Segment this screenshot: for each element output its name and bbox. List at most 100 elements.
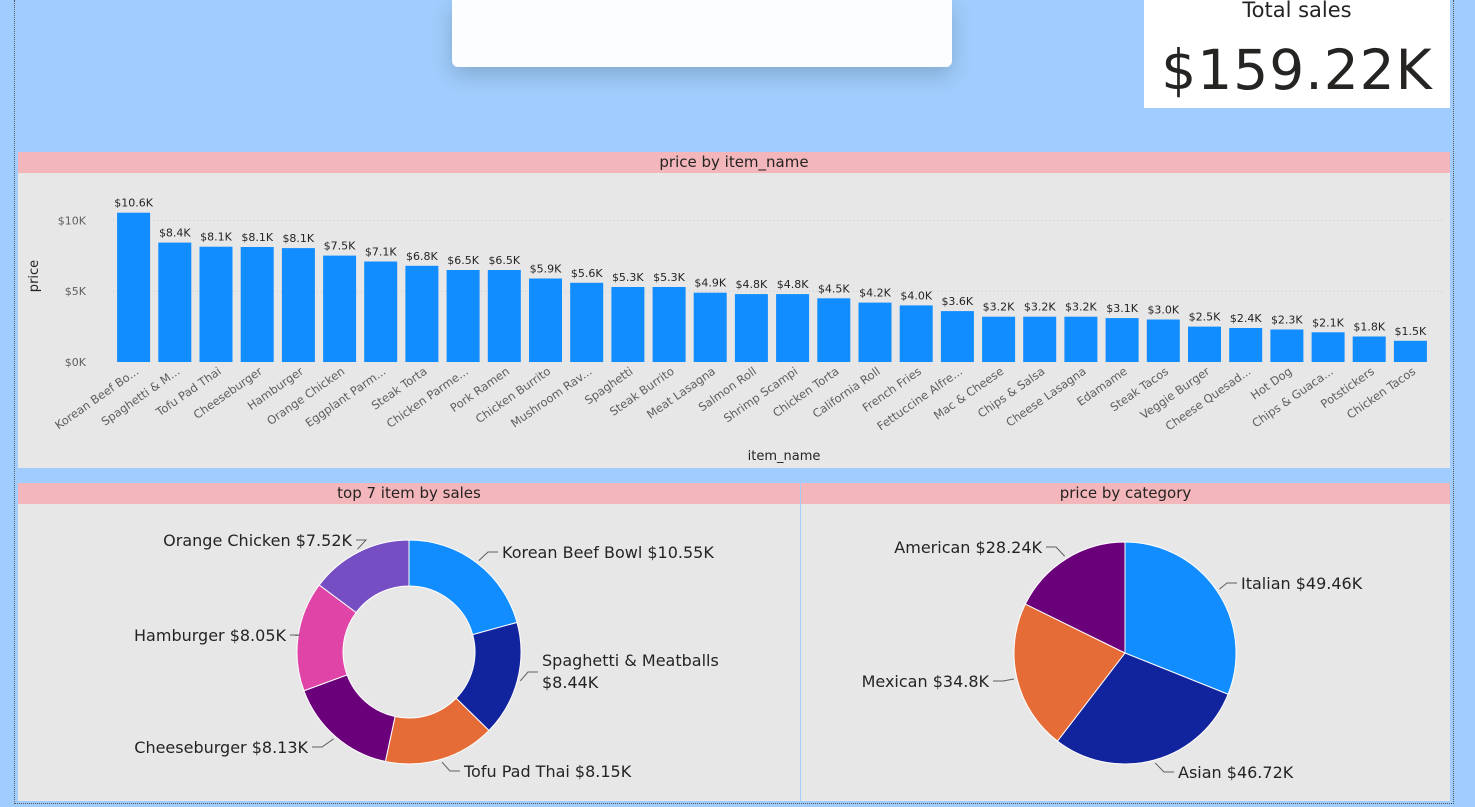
bar[interactable] <box>940 311 974 362</box>
bar-data-label: $2.4K <box>1230 312 1262 325</box>
bar[interactable] <box>1146 319 1180 363</box>
blank-card-visual[interactable] <box>452 0 952 67</box>
bar[interactable] <box>1229 328 1263 362</box>
pie-slice[interactable] <box>408 539 518 636</box>
bar[interactable] <box>858 302 892 362</box>
leader-line <box>478 551 498 561</box>
bar[interactable] <box>529 278 562 363</box>
bar[interactable] <box>1270 329 1304 363</box>
x-tick-label: Mac & Cheese <box>931 364 1006 423</box>
bar-chart-panel[interactable]: price by item_name $0K $5K $10K price $10.6K… <box>18 152 1450 468</box>
bar-data-label: $4.0K <box>900 289 932 302</box>
pie-chart-panel[interactable]: price by category Italian $49.46K Asian $… <box>801 483 1450 801</box>
slice-label: Tofu Pad Thai $8.15K <box>463 762 632 781</box>
bar-data-label: $3.2K <box>1024 301 1056 314</box>
leader-line <box>519 671 538 682</box>
total-sales-card[interactable]: Total sales $159.22K <box>1144 0 1450 108</box>
pie-slice[interactable] <box>1056 652 1229 765</box>
pie-slice[interactable] <box>1024 541 1126 654</box>
bar-data-label: $4.8K <box>736 278 768 291</box>
slice-label: Hamburger $8.05K <box>134 626 286 645</box>
bar[interactable] <box>117 212 151 362</box>
bar[interactable] <box>1023 316 1057 362</box>
x-axis-label: item_name <box>748 449 821 464</box>
slice-label: Korean Beef Bowl $10.55K <box>502 543 714 562</box>
bar-data-label: $1.8K <box>1353 321 1385 334</box>
bar[interactable] <box>1188 326 1221 362</box>
bar[interactable] <box>817 298 851 362</box>
bar[interactable] <box>240 247 274 362</box>
slice-label: Mexican $34.8K <box>862 672 990 691</box>
bar-data-label: $3.6K <box>941 295 973 308</box>
bar[interactable] <box>446 270 480 362</box>
bar[interactable] <box>1064 316 1098 362</box>
bar[interactable] <box>158 242 192 362</box>
bar[interactable] <box>982 316 1016 362</box>
bar-data-label: $2.5K <box>1189 311 1221 324</box>
y-tick-label: $0K <box>65 356 87 369</box>
y-axis-label: price <box>27 260 42 292</box>
bar[interactable] <box>199 246 233 362</box>
slice-label: Italian $49.46K <box>1241 574 1363 593</box>
bar[interactable] <box>405 265 439 362</box>
bar-data-label: $3.0K <box>1147 304 1179 317</box>
pie-slice[interactable] <box>318 539 410 614</box>
donut-chart: Korean Beef Bowl $10.55K Spaghetti & Meat… <box>134 531 719 781</box>
bar[interactable] <box>611 287 645 362</box>
bar-data-label: $4.9K <box>694 277 726 290</box>
bar[interactable] <box>693 292 727 362</box>
bar-data-label: $5.3K <box>612 271 644 284</box>
donut-chart-panel[interactable]: top 7 item by sales Korean Beef Bowl $10… <box>18 483 800 801</box>
leader-line <box>993 678 1015 682</box>
leader-line <box>312 738 334 748</box>
bar-data-label: $6.5K <box>447 254 479 267</box>
bar-data-label: $4.2K <box>859 287 891 300</box>
bar-data-label: $3.2K <box>983 301 1015 314</box>
bar-data-label: $8.4K <box>159 227 191 240</box>
bar[interactable] <box>323 255 357 362</box>
pie-chart: Italian $49.46K Asian $46.72K Mexican $34.… <box>862 538 1363 782</box>
bar-chart-title: price by item_name <box>18 152 1450 173</box>
pie-slice[interactable] <box>303 674 396 763</box>
bar[interactable] <box>487 270 521 362</box>
bar-data-label: $6.8K <box>406 250 438 263</box>
report-canvas <box>14 0 1454 804</box>
bar-data-label: $3.2K <box>1065 301 1097 314</box>
bar-data-label: $2.3K <box>1271 314 1303 327</box>
pie-slice[interactable] <box>1013 603 1126 742</box>
bar-data-label: $2.1K <box>1312 316 1344 329</box>
bar[interactable] <box>1393 340 1427 362</box>
bar[interactable] <box>1311 332 1345 362</box>
bar-data-label: $7.5K <box>324 240 356 253</box>
pie-slice[interactable] <box>1124 541 1237 695</box>
leader-line <box>1219 582 1237 590</box>
bar-data-label: $5.9K <box>530 263 562 276</box>
bar[interactable] <box>899 305 933 362</box>
bar-data-label: $7.1K <box>365 246 397 259</box>
bar[interactable] <box>734 294 768 362</box>
pie-chart-title: price by category <box>801 483 1450 504</box>
bar-data-label: $1.5K <box>1395 325 1427 338</box>
bar-data-label: $5.3K <box>653 271 685 284</box>
bar[interactable] <box>1105 318 1139 362</box>
leader-line <box>441 761 460 772</box>
bar-data-label: $8.1K <box>241 231 273 244</box>
slice-label: Orange Chicken $7.52K <box>163 531 352 550</box>
bar[interactable] <box>570 282 604 362</box>
y-tick-label: $5K <box>65 285 87 298</box>
bar-data-label: $8.1K <box>200 231 232 244</box>
y-tick-label: $10K <box>58 214 87 227</box>
donut-chart-title: top 7 item by sales <box>18 483 800 504</box>
bar[interactable] <box>652 287 686 362</box>
bar[interactable] <box>776 294 810 362</box>
bar-data-label: $8.1K <box>282 232 314 245</box>
slice-label: Cheeseburger $8.13K <box>134 738 308 757</box>
bar[interactable] <box>281 248 315 362</box>
bar[interactable] <box>364 261 398 363</box>
bar-data-label: $5.6K <box>571 267 603 280</box>
slice-label: Spaghetti & Meatballs $8.44K <box>542 651 719 692</box>
total-sales-value: $159.22K <box>1161 38 1433 102</box>
bar[interactable] <box>1352 336 1386 363</box>
bar-data-label: $10.6K <box>114 197 153 210</box>
